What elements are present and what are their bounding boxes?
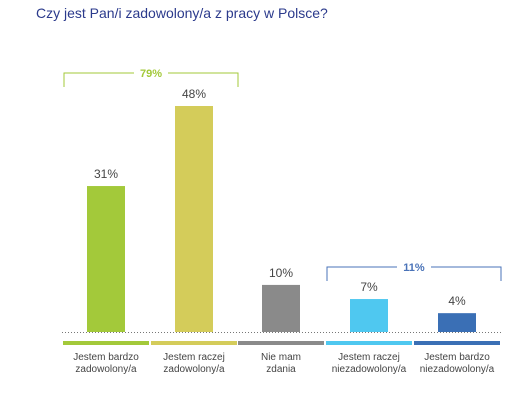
- bar: [175, 106, 213, 332]
- bar: [87, 186, 125, 332]
- category-label: Jestem raczej: [163, 352, 225, 363]
- category-label: Jestem bardzo: [73, 352, 139, 363]
- category-stripe: [151, 341, 237, 345]
- category-label: zadowolony/a: [163, 364, 225, 375]
- category-label: Nie mam: [261, 352, 301, 363]
- group-total-label: 79%: [140, 68, 162, 80]
- category-label: zadowolony/a: [75, 364, 137, 375]
- bar-value-label: 7%: [360, 280, 378, 294]
- bar-value-label: 31%: [94, 167, 118, 181]
- category-label: niezadowolony/a: [420, 364, 495, 375]
- category-stripe: [63, 341, 149, 345]
- category-stripe: [326, 341, 412, 345]
- group-total-label: 11%: [403, 262, 425, 274]
- category-stripe: [238, 341, 324, 345]
- bar: [350, 299, 388, 332]
- bar-value-label: 10%: [269, 266, 293, 280]
- bar-value-label: 4%: [448, 294, 466, 308]
- category-label: Jestem raczej: [338, 352, 400, 363]
- category-label: zdania: [266, 364, 296, 375]
- group-bracket: [326, 266, 502, 281]
- category-label: Jestem bardzo: [424, 352, 490, 363]
- bar-value-label: 48%: [182, 87, 206, 101]
- bar: [438, 313, 476, 332]
- group-bracket: [63, 72, 239, 87]
- bar: [262, 284, 300, 332]
- category-label: niezadowolony/a: [332, 364, 407, 375]
- category-stripe: [414, 341, 500, 345]
- chart-title: Czy jest Pan/i zadowolony/a z pracy w Po…: [36, 5, 328, 21]
